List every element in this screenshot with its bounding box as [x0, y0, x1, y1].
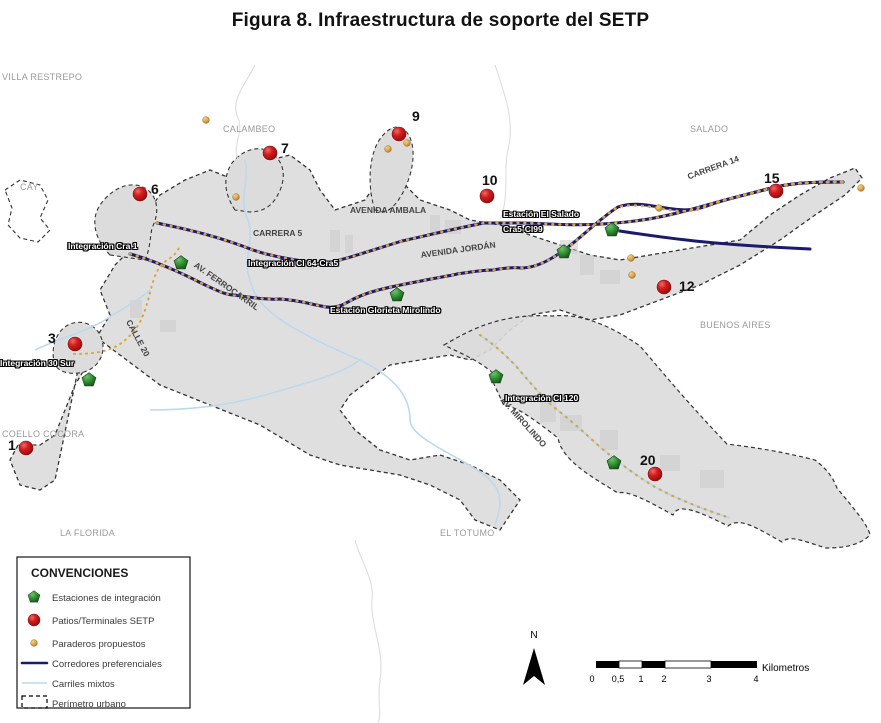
svg-text:Estaciones de integración: Estaciones de integración — [52, 593, 161, 604]
svg-text:N: N — [530, 630, 537, 641]
svg-text:Corredores preferenciales: Corredores preferenciales — [52, 659, 162, 670]
svg-text:Paraderos propuestos: Paraderos propuestos — [52, 639, 146, 650]
svg-text:Patios/Terminales SETP: Patios/Terminales SETP — [52, 616, 154, 627]
svg-text:Kilometros: Kilometros — [762, 663, 809, 674]
svg-text:3: 3 — [706, 674, 711, 684]
svg-text:Perímetro urbano: Perímetro urbano — [52, 699, 126, 710]
svg-text:0: 0 — [589, 674, 594, 684]
svg-text:4: 4 — [753, 674, 758, 684]
svg-text:Carriles mixtos: Carriles mixtos — [52, 679, 115, 690]
svg-text:2: 2 — [661, 674, 666, 684]
svg-text:CONVENCIONES: CONVENCIONES — [31, 566, 128, 580]
svg-text:1: 1 — [638, 674, 643, 684]
svg-text:0,5: 0,5 — [612, 674, 625, 684]
